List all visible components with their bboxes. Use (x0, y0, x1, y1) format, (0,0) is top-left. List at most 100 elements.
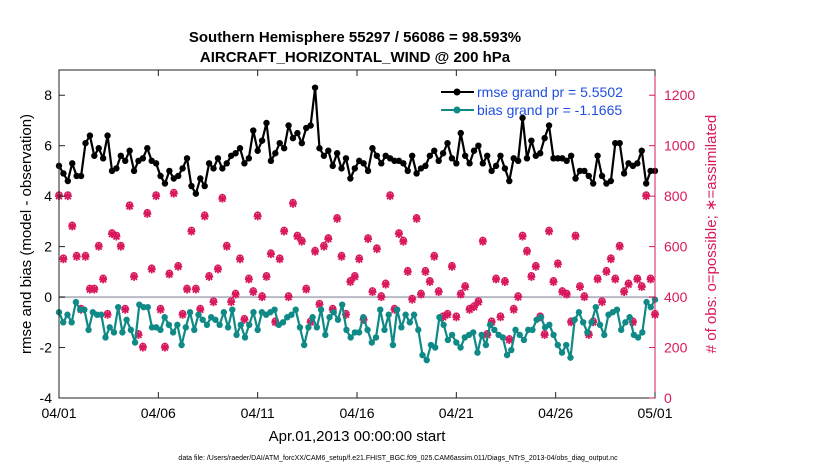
rmse-point (408, 152, 416, 159)
rmse-point (77, 172, 85, 180)
legend-rmse-marker (453, 88, 461, 96)
obs-assimilated-marker (147, 265, 156, 274)
bias-point (102, 334, 109, 341)
bias-point (98, 311, 105, 318)
bias-point (478, 331, 485, 339)
bias-point (508, 346, 515, 354)
rmse-point (598, 172, 606, 180)
obs-assimilated-marker (628, 318, 637, 327)
obs-assimilated-marker (399, 237, 408, 246)
bias-point (431, 344, 439, 351)
legend-rmse-label: rmse grand pr = 5.5502 (477, 84, 623, 100)
rmse-point (400, 160, 407, 167)
obs-assimilated-marker (143, 209, 152, 218)
rmse-point (342, 155, 350, 162)
rmse-point (373, 152, 381, 159)
rmse-point (139, 155, 147, 162)
obs-assimilated-marker (531, 262, 540, 271)
bias-point (402, 311, 409, 318)
rmse-point (528, 137, 535, 144)
obs-assimilated-marker (417, 290, 426, 299)
rmse-point (192, 190, 200, 197)
rmse-point (545, 122, 553, 129)
bias-point (296, 324, 304, 331)
rmse-series (55, 84, 659, 197)
rmse-point (179, 165, 186, 172)
rmse-point (461, 152, 469, 159)
bias-point (343, 326, 350, 334)
bias-point (360, 314, 367, 321)
obs-assimilated-marker (134, 330, 143, 339)
bias-point (144, 303, 151, 311)
bias-point (347, 334, 354, 341)
bias-point (317, 306, 325, 313)
obs-assimilated-marker (85, 285, 94, 294)
right-axis: 0 200 400 600 800 1000 1200 (649, 70, 695, 406)
rmse-point (479, 160, 487, 167)
obs-assimilated-marker (469, 303, 478, 312)
obs-assimilated-marker (213, 265, 222, 274)
rmse-point (360, 160, 367, 167)
obs-count-markers (55, 188, 659, 352)
rmse-point (607, 177, 615, 185)
bias-point (330, 309, 337, 316)
bias-point (355, 329, 363, 336)
rmse-point (175, 172, 182, 180)
bias-point (436, 314, 443, 321)
rmse-point (280, 145, 288, 152)
obs-assimilated-marker (624, 280, 633, 289)
obs-assimilated-marker (249, 288, 258, 297)
obs-assimilated-marker (514, 293, 523, 302)
rmse-point (316, 145, 323, 152)
right-axis-tick-label: 600 (664, 239, 688, 255)
bias-point (60, 319, 67, 326)
bias-point (486, 321, 494, 329)
rmse-point (404, 167, 411, 175)
obs-assimilated-marker (571, 232, 580, 241)
right-axis-tick-label: 400 (664, 289, 688, 305)
rmse-point (289, 134, 297, 142)
obs-assimilated-marker (394, 230, 403, 238)
rmse-point (647, 167, 654, 175)
bias-point (186, 309, 194, 316)
plot-area (59, 70, 655, 398)
obs-assimilated-marker (63, 192, 72, 201)
rmse-point (73, 172, 80, 180)
rmse-point (638, 147, 645, 154)
bias-point (114, 303, 122, 311)
obs-assimilated-marker (125, 202, 134, 211)
obs-assimilated-marker (72, 252, 81, 261)
bias-point (110, 329, 118, 336)
obs-assimilated-marker (558, 288, 567, 297)
obs-assimilated-marker (439, 313, 448, 322)
bias-point (203, 321, 211, 329)
obs-assimilated-marker (350, 272, 359, 281)
rmse-point (263, 119, 270, 127)
bias-point (305, 324, 312, 331)
rmse-point (188, 182, 195, 190)
rmse-point (201, 182, 208, 190)
bias-point (389, 341, 397, 349)
bias-point (406, 319, 414, 326)
rmse-point (219, 165, 226, 172)
obs-assimilated-marker (425, 277, 434, 286)
bias-point (195, 311, 202, 318)
bias-point (326, 314, 333, 321)
rmse-point (197, 175, 204, 182)
obs-assimilated-marker (275, 255, 284, 264)
obs-assimilated-marker (266, 250, 275, 259)
obs-assimilated-marker (191, 285, 200, 294)
rmse-point (210, 165, 217, 172)
bias-point (470, 329, 477, 336)
left-axis-tick-label: 2 (44, 239, 52, 255)
obs-assimilated-marker (567, 318, 576, 327)
rmse-point (122, 157, 129, 165)
bias-point (419, 351, 426, 359)
rmse-point (320, 152, 328, 159)
bias-point (385, 311, 392, 318)
rmse-point (457, 129, 464, 137)
bias-point (123, 316, 130, 323)
obs-assimilated-marker (169, 189, 178, 198)
obs-assimilated-marker (103, 310, 112, 319)
rmse-point (236, 145, 244, 152)
